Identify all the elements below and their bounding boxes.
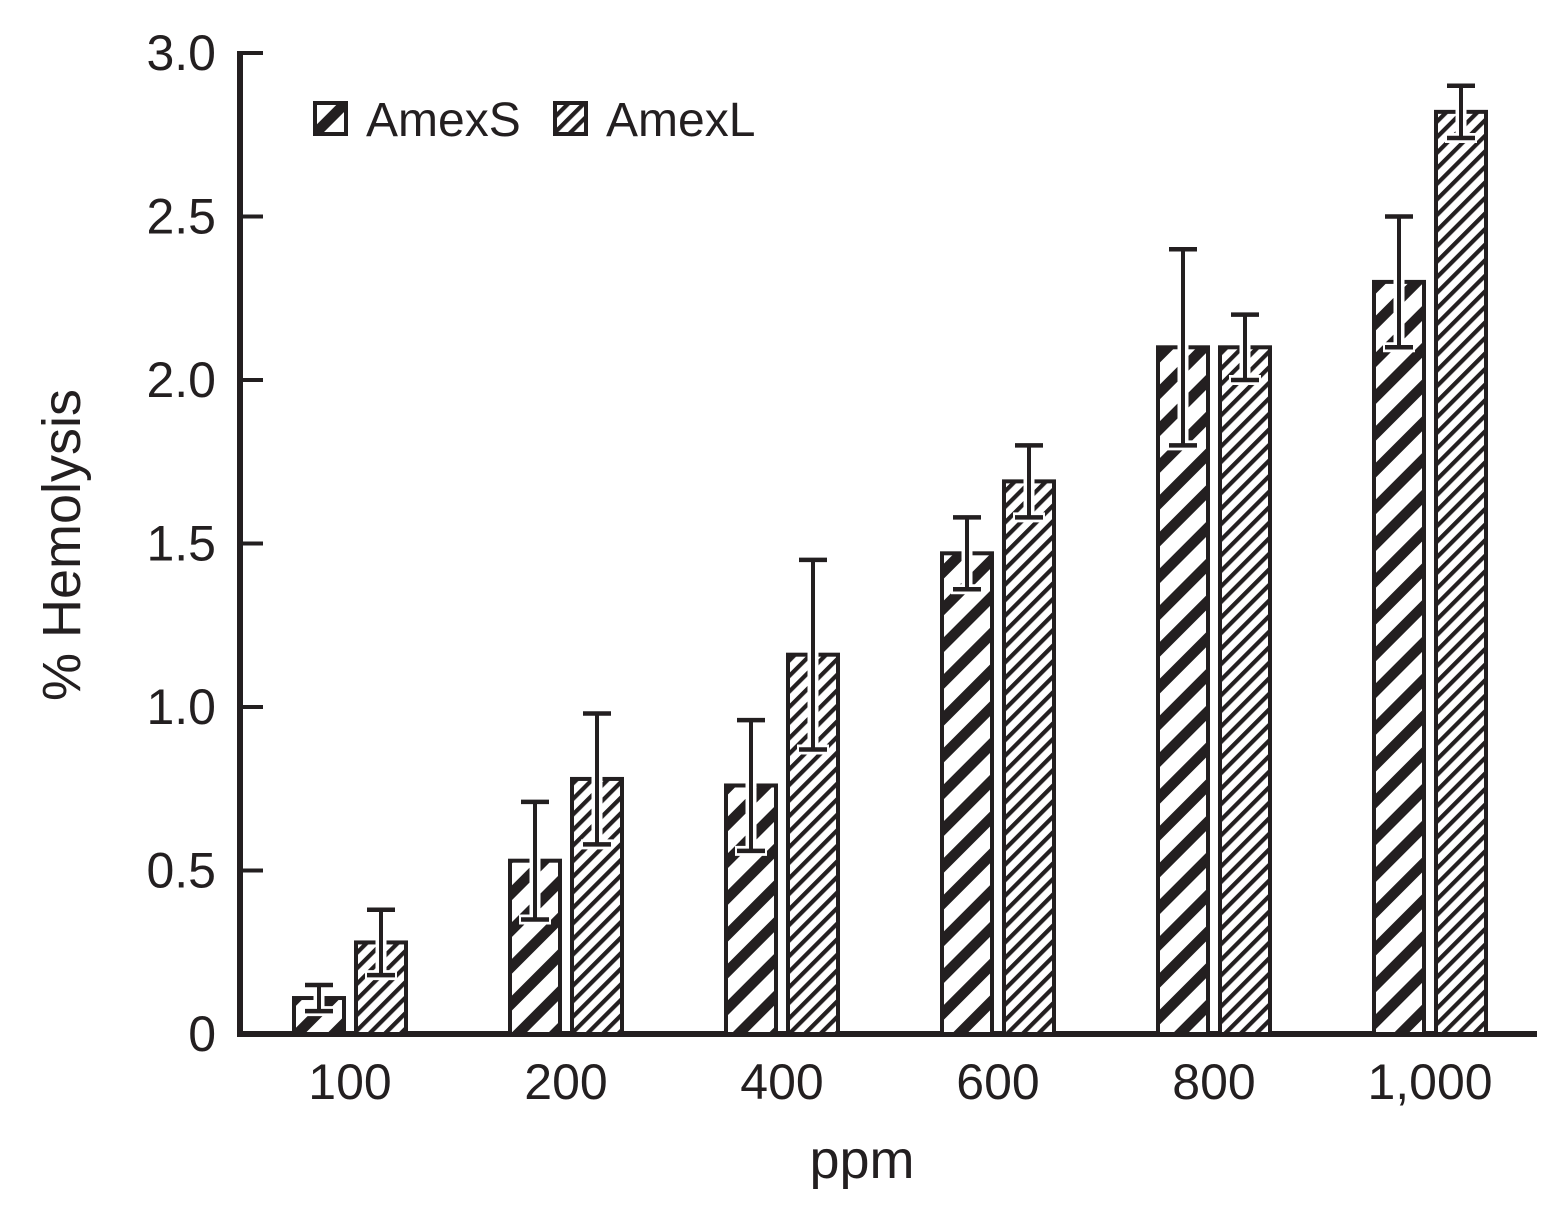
y-tick-label: 0.5 xyxy=(146,843,216,899)
x-tick-label: 200 xyxy=(524,1054,607,1110)
bar-amexl-1000 xyxy=(1434,109,1488,1037)
bar-amexs-600 xyxy=(940,551,994,1036)
legend-swatch-amexl xyxy=(553,101,588,136)
legend-label-amexs: AmexS xyxy=(366,94,521,147)
legend-label-amexl: AmexL xyxy=(606,94,755,147)
y-tick-label: 3.0 xyxy=(146,25,216,81)
y-tick-label: 1.5 xyxy=(146,516,216,572)
chart-root: % Hemolysis ppm 0 0.5 1.0 1.5 2.0 2.5 3.0 100 200 4… xyxy=(32,25,1537,1190)
bar-amexs-1000 xyxy=(1372,279,1426,1036)
y-tick-label: 2.5 xyxy=(146,189,216,245)
legend-swatch-amexs xyxy=(313,101,348,136)
x-tick-label: 400 xyxy=(740,1054,823,1110)
bar-amexl-800 xyxy=(1218,345,1272,1036)
x-axis-title: ppm xyxy=(809,1130,914,1190)
y-axis-title: % Hemolysis xyxy=(32,389,92,701)
bar-amexl-600 xyxy=(1002,479,1056,1036)
y-tick-label: 1.0 xyxy=(146,679,216,735)
x-tick-label: 1,000 xyxy=(1367,1054,1492,1110)
x-tick-label: 600 xyxy=(956,1054,1039,1110)
x-tick-label: 100 xyxy=(308,1054,391,1110)
y-tick-label: 0 xyxy=(188,1006,216,1062)
y-tick-label: 2.0 xyxy=(146,352,216,408)
x-tick-label: 800 xyxy=(1172,1054,1255,1110)
